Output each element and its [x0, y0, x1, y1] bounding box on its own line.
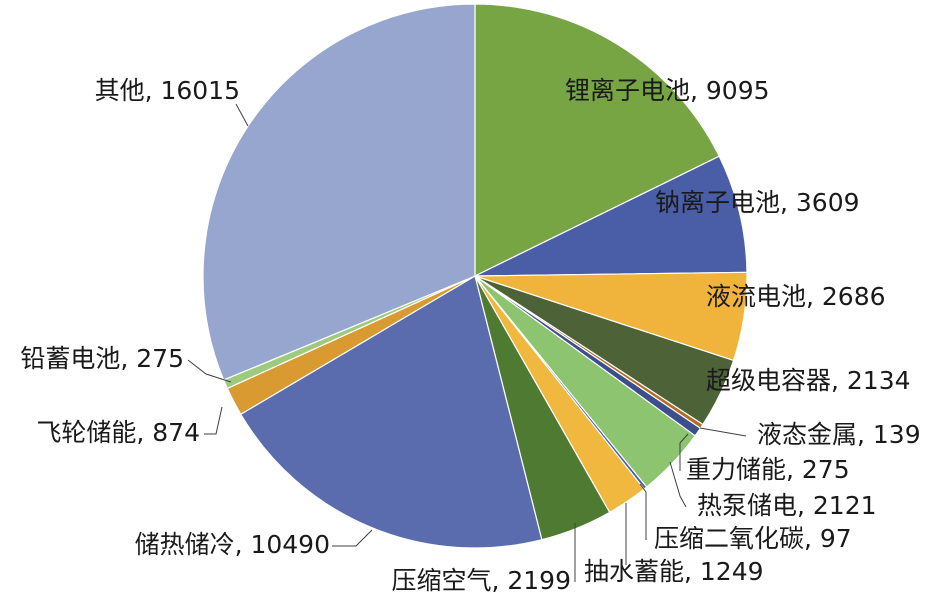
leader-lines: [187, 103, 747, 582]
leader-line: [699, 427, 747, 437]
leader-line: [679, 433, 689, 471]
slice-label: 液态金属, 139: [757, 420, 921, 449]
leader-line: [235, 103, 249, 127]
slice-label: 锂离子电池, 9095: [565, 76, 770, 105]
slice-label: 重力储能, 275: [686, 455, 850, 484]
slice-label: 其他, 16015: [95, 76, 240, 105]
slice-label: 液流电池, 2686: [706, 282, 886, 311]
pie-slice: [474, 3, 721, 277]
slice-label: 压缩空气, 2199: [391, 566, 571, 595]
slice-labels: 锂离子电池, 9095 钠离子电池, 3609 液流电池, 2686 超级电容器, 2…: [20, 76, 920, 595]
slice-label: 飞轮储能, 874: [36, 418, 200, 447]
leader-line: [332, 529, 373, 547]
pie-slice: [239, 275, 543, 549]
slice-label: 铅蓄电池, 275: [20, 344, 184, 373]
slice-label: 储热储冷, 10490: [135, 530, 330, 559]
slice-label: 压缩二氧化碳, 97: [654, 524, 852, 553]
pie-slice: [202, 3, 476, 381]
leader-line: [669, 461, 687, 508]
slice-label: 超级电容器, 2134: [706, 366, 911, 395]
pie-slice: [474, 155, 748, 277]
leader-line: [204, 406, 223, 435]
slice-label: 热泵储电, 2121: [697, 491, 877, 520]
leader-line: [187, 359, 232, 383]
pie-slices: [202, 3, 748, 549]
slice-label: 抽水蓄能, 1249: [584, 557, 764, 586]
leader-line: [639, 483, 647, 540]
slice-label: 钠离子电池, 3609: [655, 188, 860, 217]
